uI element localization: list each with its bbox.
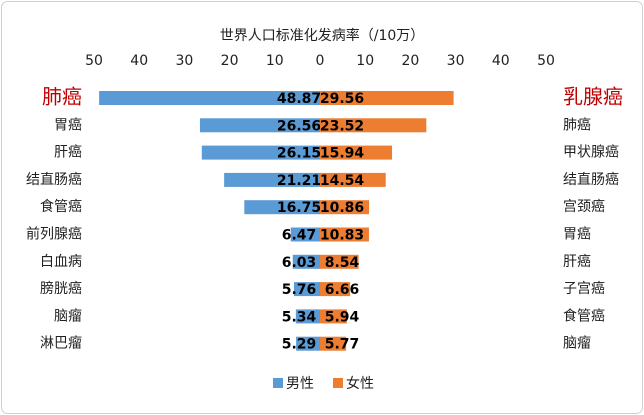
value-label: 6.47 bbox=[282, 228, 317, 244]
x-tick-label: 30 bbox=[175, 53, 193, 69]
x-tick-label: 40 bbox=[130, 53, 148, 69]
legend-swatch bbox=[273, 378, 283, 388]
bar bbox=[320, 172, 386, 187]
category-label: 胃癌 bbox=[563, 227, 591, 243]
category-label: 食管癌 bbox=[40, 198, 82, 215]
category-label: 淋巴瘤 bbox=[40, 335, 82, 352]
x-tick-label: 50 bbox=[537, 53, 555, 69]
x-tick-label: 10 bbox=[266, 53, 284, 69]
category-label: 结直肠癌 bbox=[563, 171, 619, 188]
bar bbox=[296, 336, 320, 351]
value-label: 6.03 bbox=[282, 255, 317, 271]
value-label: 10.86 bbox=[320, 200, 364, 216]
category-label: 肝癌 bbox=[563, 254, 591, 270]
x-tick-label: 40 bbox=[492, 53, 510, 69]
value-label: 6.66 bbox=[325, 282, 360, 298]
bar bbox=[320, 336, 347, 351]
x-tick-label: 50 bbox=[85, 53, 103, 69]
category-label: 肝癌 bbox=[54, 145, 82, 161]
value-label: 26.15 bbox=[277, 146, 321, 162]
category-label: 脑瘤 bbox=[563, 335, 591, 352]
bar bbox=[290, 227, 320, 242]
bar bbox=[320, 282, 351, 297]
value-label: 48.87 bbox=[277, 91, 321, 107]
bar bbox=[320, 254, 359, 269]
value-label: 21.21 bbox=[277, 173, 321, 189]
value-label: 14.54 bbox=[320, 173, 365, 189]
bar bbox=[224, 172, 320, 187]
value-label: 5.34 bbox=[282, 309, 317, 325]
x-tick-label: 10 bbox=[356, 53, 374, 69]
category-label: 肺癌 bbox=[563, 117, 591, 133]
category-label: 膀胱癌 bbox=[40, 280, 82, 297]
category-label: 食管癌 bbox=[563, 307, 605, 324]
category-label: 肺癌 bbox=[42, 85, 82, 109]
value-label: 15.94 bbox=[320, 146, 365, 162]
legend-swatch bbox=[333, 378, 343, 388]
x-tick-label: 0 bbox=[316, 53, 325, 69]
legend-label: 男性 bbox=[286, 376, 314, 392]
bar bbox=[199, 118, 320, 133]
bar bbox=[292, 254, 320, 269]
category-label: 乳腺癌 bbox=[563, 85, 623, 109]
value-label: 5.94 bbox=[325, 309, 360, 325]
value-label: 8.54 bbox=[325, 255, 360, 271]
category-label: 甲状腺癌 bbox=[563, 145, 619, 161]
category-label: 宫颈癌 bbox=[563, 199, 605, 215]
value-label: 16.75 bbox=[277, 200, 321, 216]
category-label: 结直肠癌 bbox=[26, 171, 82, 188]
category-label: 胃癌 bbox=[54, 117, 82, 133]
value-label: 26.56 bbox=[277, 118, 321, 134]
value-label: 5.77 bbox=[325, 337, 360, 353]
x-tick-label: 30 bbox=[447, 53, 465, 69]
value-label: 23.52 bbox=[320, 118, 364, 134]
bar bbox=[320, 227, 369, 242]
category-label: 白血病 bbox=[40, 254, 82, 270]
bar bbox=[293, 282, 320, 297]
bar bbox=[320, 200, 370, 215]
value-label: 5.76 bbox=[282, 282, 317, 298]
category-label: 脑瘤 bbox=[54, 307, 82, 324]
bar bbox=[320, 118, 427, 133]
bar bbox=[320, 91, 454, 105]
category-label: 子宫癌 bbox=[563, 281, 605, 297]
value-label: 5.29 bbox=[282, 337, 317, 353]
x-tick-label: 20 bbox=[221, 53, 239, 69]
value-label: 10.83 bbox=[320, 228, 364, 244]
bar bbox=[244, 200, 320, 215]
chart-title: 世界人口标准化发病率（/10万） bbox=[220, 27, 425, 44]
bar bbox=[320, 145, 393, 160]
category-label: 前列腺癌 bbox=[26, 226, 82, 243]
bar bbox=[99, 91, 320, 105]
legend-label: 女性 bbox=[346, 375, 374, 392]
bar bbox=[201, 145, 320, 160]
bar bbox=[320, 309, 347, 324]
value-label: 29.56 bbox=[320, 91, 364, 107]
bar bbox=[295, 309, 320, 324]
x-tick-label: 20 bbox=[401, 53, 419, 69]
